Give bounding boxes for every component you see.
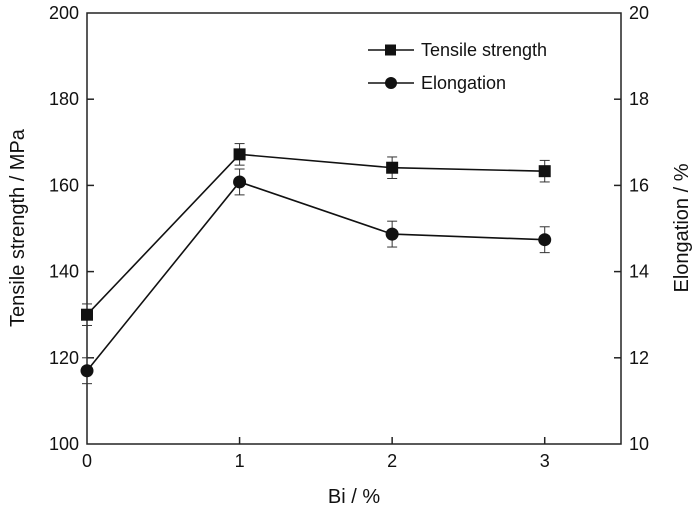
data-point-square [538, 165, 551, 178]
legend-label-tensile-strength: Tensile strength [421, 40, 547, 60]
x-tick-label: 2 [387, 451, 397, 471]
y-axis-right-title: Elongation / % [671, 163, 693, 292]
x-axis-ticks: 0 1 2 3 [82, 437, 550, 471]
y2-tick-label: 18 [629, 89, 649, 109]
x-tick-label: 1 [235, 451, 245, 471]
series-line-elongation [86, 181, 545, 372]
y-axis-left-ticks: 100 120 140 160 180 200 [49, 3, 94, 454]
y-axis-right-ticks: 10 12 14 16 18 20 [614, 3, 649, 454]
x-tick-label: 3 [540, 451, 550, 471]
legend-marker-circle [385, 77, 397, 89]
data-point-circle [80, 364, 94, 378]
y2-tick-label: 16 [629, 175, 649, 195]
y2-tick-label: 12 [629, 348, 649, 368]
y2-tick-label: 10 [629, 434, 649, 454]
y-axis-left-title: Tensile strength / MPa [7, 128, 29, 327]
y-tick-label: 200 [49, 3, 79, 23]
legend: Tensile strength Elongation [368, 40, 547, 93]
y-tick-label: 160 [49, 175, 79, 195]
y-tick-label: 180 [49, 89, 79, 109]
y-tick-label: 100 [49, 434, 79, 454]
plot-frame [86, 12, 622, 445]
y-tick-label: 120 [49, 348, 79, 368]
data-point-square [81, 308, 93, 321]
legend-label-elongation: Elongation [421, 73, 506, 93]
data-point-circle [233, 175, 247, 189]
data-point-circle [538, 233, 552, 247]
legend-item-elongation: Elongation [368, 73, 506, 93]
y2-tick-label: 14 [629, 262, 649, 282]
y2-tick-label: 20 [629, 3, 649, 23]
series-line-tensile-strength [86, 153, 545, 316]
data-point-square [233, 148, 246, 161]
series-tensile-strength [81, 143, 551, 326]
y-tick-label: 140 [49, 262, 79, 282]
data-point-square [386, 161, 399, 174]
legend-marker-square [385, 44, 396, 56]
data-point-circle [385, 227, 399, 241]
x-tick-label: 0 [82, 451, 92, 471]
series-layer [80, 143, 552, 385]
legend-item-tensile-strength: Tensile strength [368, 40, 547, 60]
x-axis-title: Bi / % [328, 486, 380, 508]
series-elongation [80, 168, 552, 385]
